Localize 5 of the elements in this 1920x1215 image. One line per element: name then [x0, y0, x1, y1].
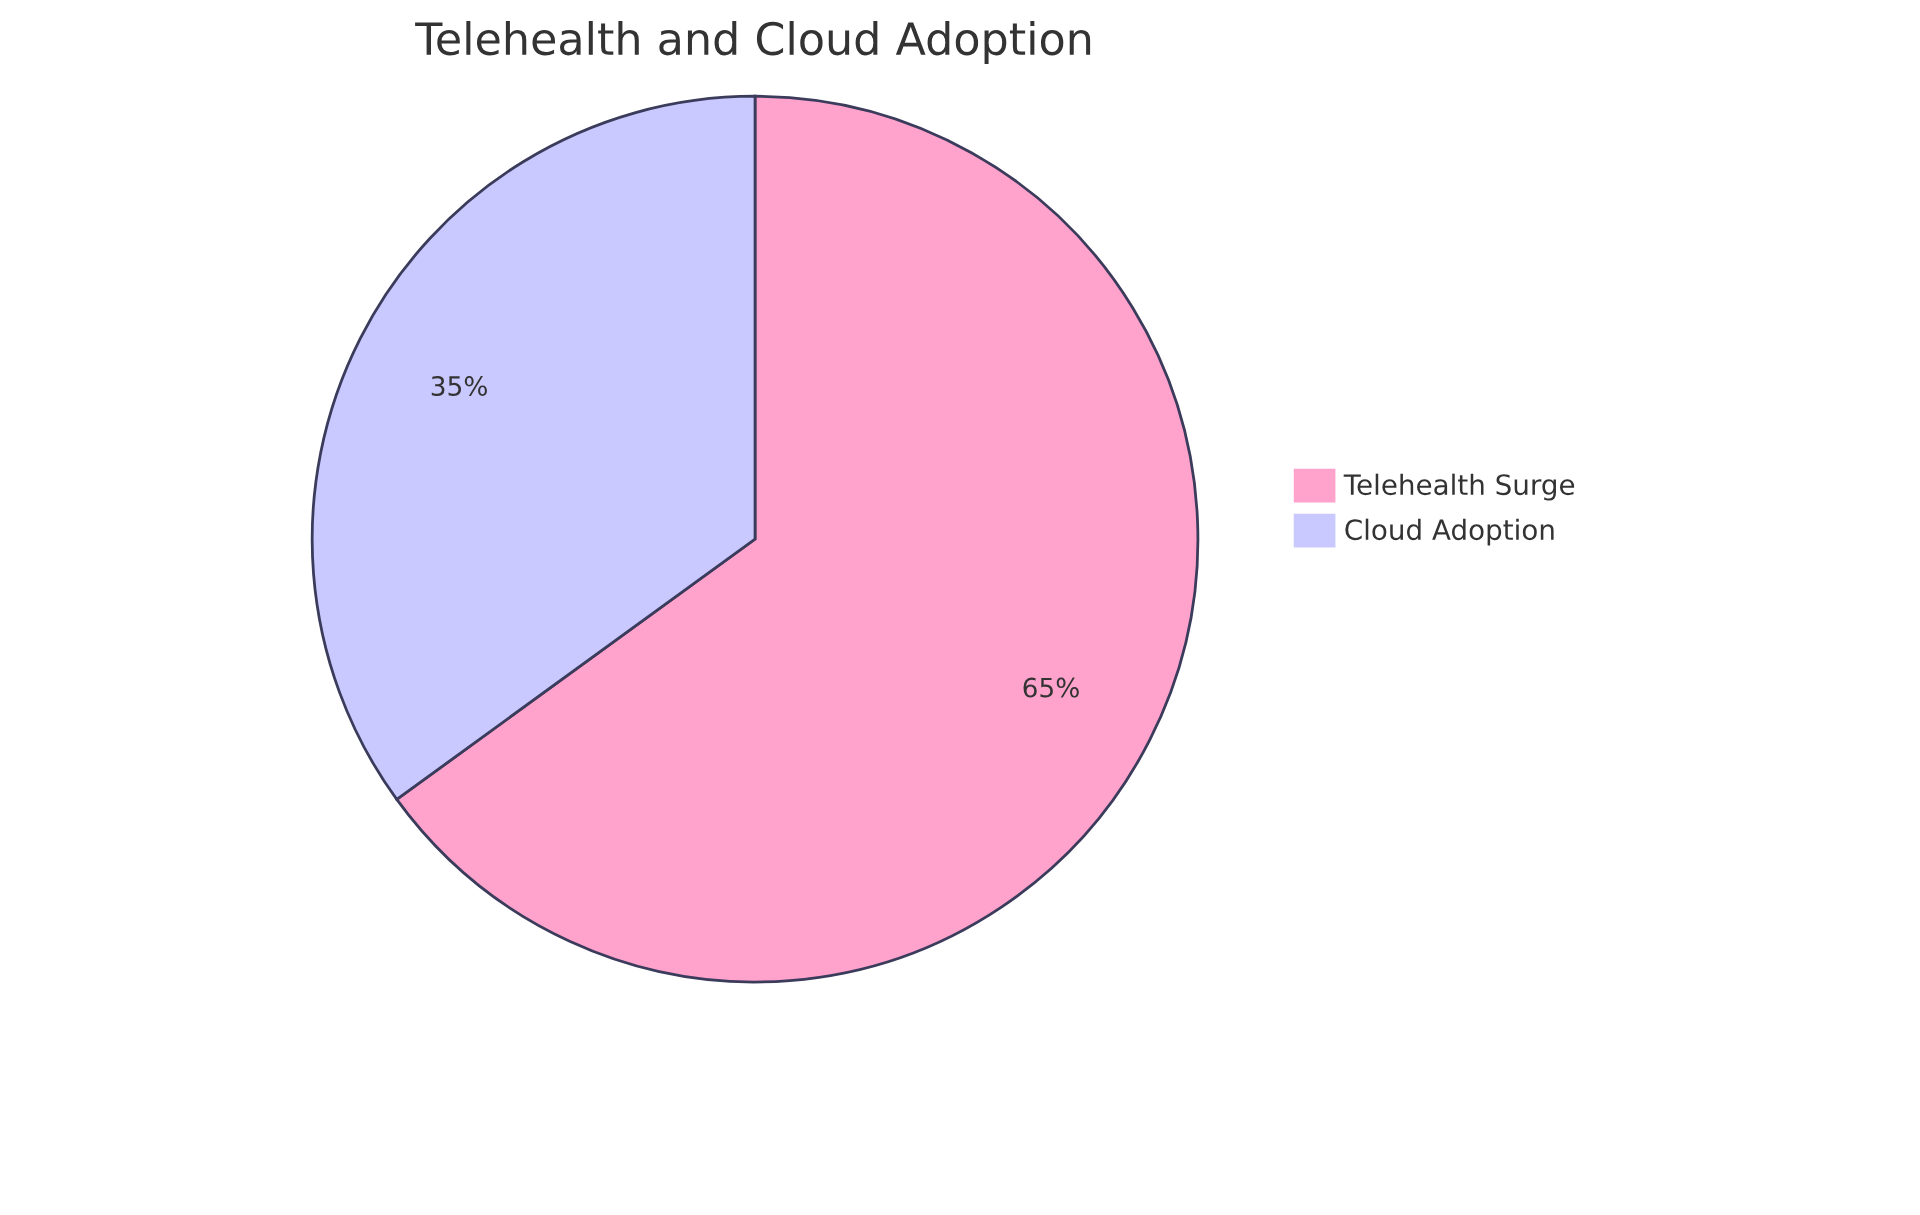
data-label: 35% — [431, 376, 487, 396]
chart-title: Telehealth and Cloud Adoption — [415, 21, 1091, 65]
legend-label: Telehealth Surge — [1343, 473, 1575, 501]
legend-label: Cloud Adoption — [1345, 518, 1554, 546]
data-label: 65% — [1023, 677, 1079, 698]
